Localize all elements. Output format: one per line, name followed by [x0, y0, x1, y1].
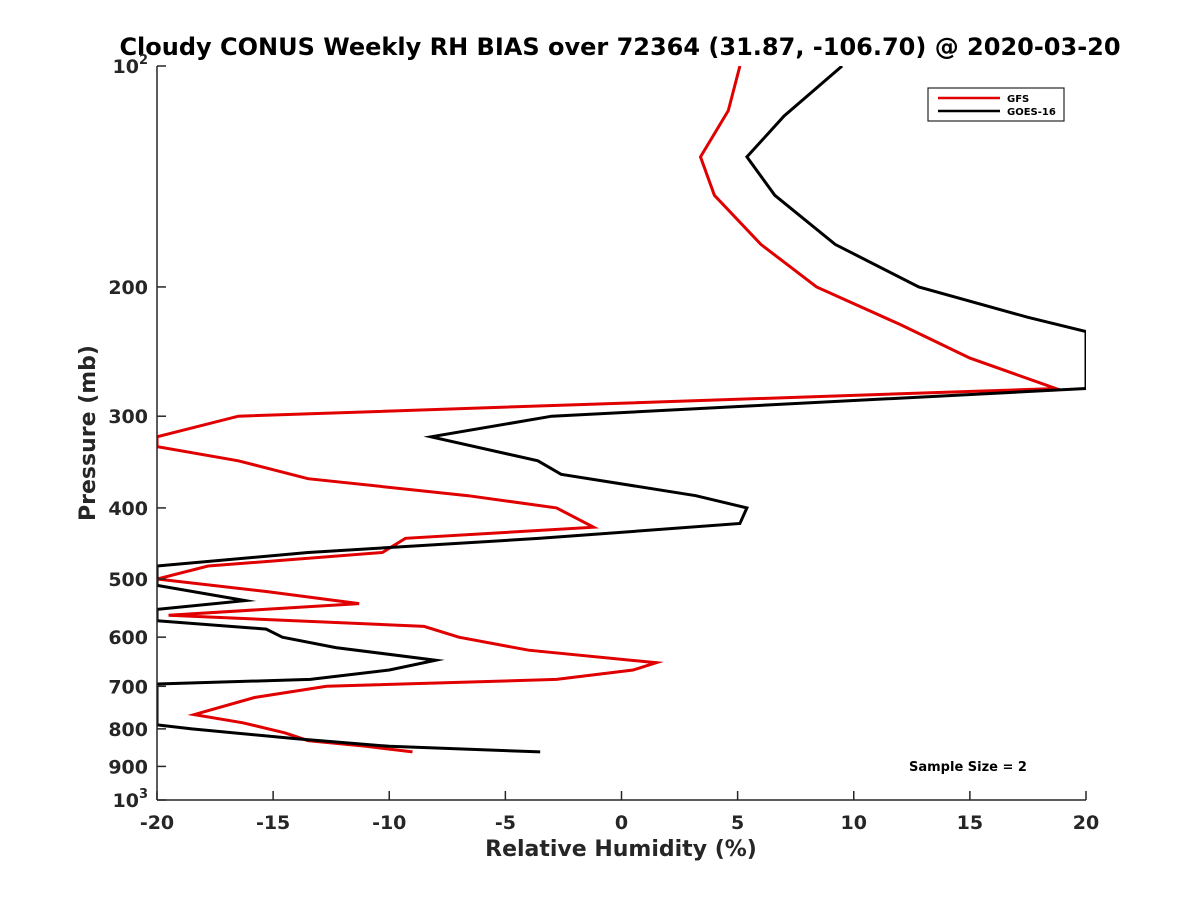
y-tick-label: 400 [108, 498, 148, 520]
y-axis-label: Pressure (mb) [76, 345, 101, 521]
series-layer [157, 66, 1086, 754]
y-tick-label: 300 [108, 406, 148, 428]
x-tick-label: -15 [256, 812, 290, 834]
y-tick-label: 700 [108, 676, 148, 698]
sample-size-annotation: Sample Size = 2 [909, 760, 1027, 775]
y-ticks: 102 200 300 400 500 600 700 800 900 103 [108, 53, 166, 812]
legend: GFS GOES-16 [927, 87, 1065, 122]
x-axis-label: Relative Humidity (%) [485, 837, 757, 862]
x-tick-label: 15 [957, 812, 983, 834]
y-tick-label: 600 [108, 627, 148, 649]
series-line-gfs [157, 66, 1064, 754]
series-line-goes-16 [157, 66, 1086, 754]
x-tick-label: 0 [615, 812, 628, 834]
y-tick-label: 200 [108, 277, 148, 299]
y-tick-label: 103 [113, 787, 149, 812]
y-tick-label: 102 [113, 53, 149, 78]
plot-area [157, 66, 1086, 800]
x-tick-label: -5 [495, 812, 516, 834]
x-tick-label: 5 [731, 812, 744, 834]
x-tick-label: -20 [140, 812, 174, 834]
x-ticks: -20 -15 -10 -5 0 5 10 15 20 [140, 791, 1099, 834]
legend-box [927, 87, 1065, 122]
x-tick-label: 20 [1073, 812, 1099, 834]
y-tick-label: 500 [108, 569, 148, 591]
x-tick-label: 10 [841, 812, 867, 834]
y-tick-label: 800 [108, 719, 148, 741]
legend-label: GOES-16 [1007, 107, 1056, 118]
chart-title: Cloudy CONUS Weekly RH BIAS over 72364 (… [119, 33, 1120, 61]
x-tick-label: -10 [372, 812, 406, 834]
legend-label: GFS [1007, 94, 1029, 105]
y-tick-label: 900 [108, 756, 148, 778]
